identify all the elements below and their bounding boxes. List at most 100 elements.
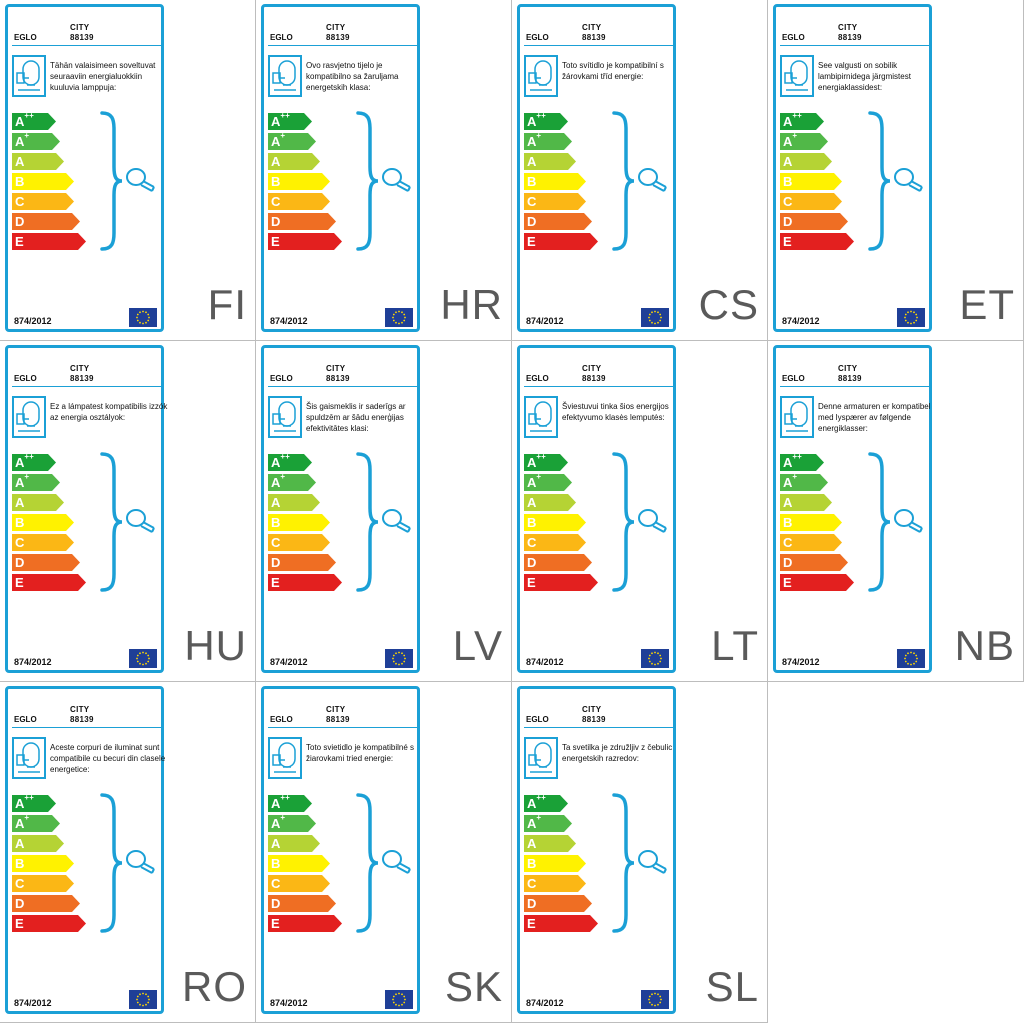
- energy-class-letter: B: [271, 856, 281, 871]
- energy-class-arrow: C: [268, 193, 330, 210]
- energy-class-scale: A++ A+ A B C D E: [524, 111, 598, 253]
- energy-class-arrow: A++: [268, 793, 312, 812]
- energy-class-arrow: A: [524, 835, 576, 852]
- compatibility-text: Toto svítidlo je kompatibilní s žárovkam…: [562, 61, 664, 81]
- energy-class-arrow: E: [524, 915, 598, 932]
- energy-class-letter: C: [527, 535, 537, 550]
- energy-class-arrow: A++: [780, 452, 824, 471]
- energy-class-arrow: C: [524, 193, 586, 210]
- product-code: 88139: [582, 374, 606, 383]
- eu-flag-icon: [897, 308, 925, 327]
- energy-class-arrow: E: [268, 574, 342, 591]
- energy-label: EGLO CITY 88139 Toto svietidlo je kompat: [261, 686, 420, 1014]
- product-code: 88139: [70, 374, 94, 383]
- energy-class-letter: B: [271, 174, 281, 189]
- energy-class-scale: A++ A+ A B C D E: [12, 111, 86, 253]
- energy-class-arrow: B: [268, 855, 330, 872]
- label-cell-hu: EGLO CITY 88139 Ez a lámpatest kompatibi: [0, 341, 256, 682]
- energy-class-letter: B: [527, 856, 537, 871]
- eu-flag-icon: [385, 990, 413, 1009]
- energy-class-arrow: E: [780, 233, 854, 250]
- product-info: CITY 88139: [326, 23, 350, 43]
- energy-class-scale: A++ A+ A B C D E: [268, 452, 342, 594]
- energy-class-letter: D: [15, 214, 25, 229]
- label-cell-et: EGLO CITY 88139 See valgusti on sobilik: [768, 0, 1024, 341]
- light-bulb-icon: [638, 509, 667, 533]
- energy-class-letter: D: [527, 555, 537, 570]
- energy-class-arrow: B: [268, 514, 330, 531]
- energy-class-letter: A: [15, 836, 25, 851]
- compatibility-text: Ta svetilka je združljiv z čebulic energ…: [562, 743, 673, 763]
- energy-class-letter: B: [15, 174, 25, 189]
- energy-class-letter: B: [527, 174, 537, 189]
- regulation-number: 874/2012: [526, 657, 564, 667]
- regulation-number: 874/2012: [270, 657, 308, 667]
- energy-class-arrow: A: [268, 153, 320, 170]
- language-code: HU: [184, 622, 247, 669]
- label-cell-cs: EGLO CITY 88139 Toto svítidlo je kompati: [512, 0, 768, 341]
- light-bulb-icon: [126, 509, 155, 533]
- lamp-fixture-icon: [268, 737, 302, 779]
- product-info: CITY 88139: [838, 364, 862, 384]
- energy-class-arrow: E: [524, 233, 598, 250]
- energy-label: EGLO CITY 88139 Šviestuvui tinka šios en: [517, 345, 676, 673]
- energy-class-arrow: B: [12, 173, 74, 190]
- energy-class-letter: C: [527, 194, 537, 209]
- product-code: 88139: [838, 33, 862, 42]
- regulation-number: 874/2012: [270, 316, 308, 326]
- light-bulb-icon: [638, 168, 667, 192]
- energy-class-letter: E: [15, 575, 24, 590]
- energy-class-scale: A++ A+ A B C D E: [524, 793, 598, 935]
- energy-class-letter: B: [15, 515, 25, 530]
- energy-class-scale: A++ A+ A B C D E: [12, 452, 86, 594]
- brand-name: EGLO: [526, 374, 549, 383]
- brand-name: EGLO: [782, 33, 805, 42]
- header-divider: [268, 45, 417, 46]
- brand-name: EGLO: [14, 715, 37, 724]
- energy-class-arrow: A: [268, 494, 320, 511]
- energy-class-arrow: A+: [268, 472, 316, 491]
- lamp-fixture-icon: [268, 396, 302, 438]
- energy-class-arrow: B: [12, 855, 74, 872]
- energy-label: EGLO CITY 88139 Tähän valaisimeen sovelt: [5, 4, 164, 332]
- energy-class-arrow: C: [780, 534, 842, 551]
- energy-class-letter: C: [783, 535, 793, 550]
- energy-class-arrow: A++: [12, 793, 56, 812]
- regulation-number: 874/2012: [526, 998, 564, 1008]
- label-cell-fi: EGLO CITY 88139 Tähän valaisimeen sovelt: [0, 0, 256, 341]
- energy-class-letter: E: [527, 916, 536, 931]
- energy-class-arrow: A+: [12, 131, 60, 150]
- energy-class-arrow: A: [12, 494, 64, 511]
- energy-class-letter: E: [271, 575, 280, 590]
- energy-class-letter: E: [271, 916, 280, 931]
- product-info: CITY 88139: [582, 23, 606, 43]
- energy-class-arrow: D: [780, 213, 848, 230]
- energy-class-letter: A++: [527, 452, 546, 470]
- eu-flag-icon: [129, 990, 157, 1009]
- lamp-fixture-icon: [524, 396, 558, 438]
- energy-class-arrow: A: [780, 153, 832, 170]
- energy-label: EGLO CITY 88139 See valgusti on sobilik: [773, 4, 932, 332]
- energy-class-letter: D: [271, 214, 281, 229]
- energy-class-arrow: E: [12, 915, 86, 932]
- energy-class-arrow: D: [12, 895, 80, 912]
- energy-class-arrow: B: [12, 514, 74, 531]
- energy-class-arrow: B: [268, 173, 330, 190]
- energy-class-arrow: A+: [268, 131, 316, 150]
- energy-class-arrow: D: [12, 554, 80, 571]
- product-info: CITY 88139: [70, 23, 94, 43]
- label-cell-hr: EGLO CITY 88139 Ovo rasvjetno tijelo je: [256, 0, 512, 341]
- brand-name: EGLO: [270, 374, 293, 383]
- product-name: CITY: [838, 364, 858, 373]
- energy-label: EGLO CITY 88139 Ovo rasvjetno tijelo je: [261, 4, 420, 332]
- energy-class-arrow: E: [780, 574, 854, 591]
- product-name: CITY: [326, 23, 346, 32]
- energy-class-scale: A++ A+ A B C D E: [780, 111, 854, 253]
- bracket-icon: [612, 111, 635, 251]
- regulation-number: 874/2012: [782, 316, 820, 326]
- bracket-icon: [612, 452, 635, 592]
- energy-class-scale: A++ A+ A B C D E: [268, 793, 342, 935]
- energy-class-letter: D: [15, 555, 25, 570]
- energy-label: EGLO CITY 88139 Ta svetilka je združljiv: [517, 686, 676, 1014]
- energy-class-letter: A: [527, 154, 537, 169]
